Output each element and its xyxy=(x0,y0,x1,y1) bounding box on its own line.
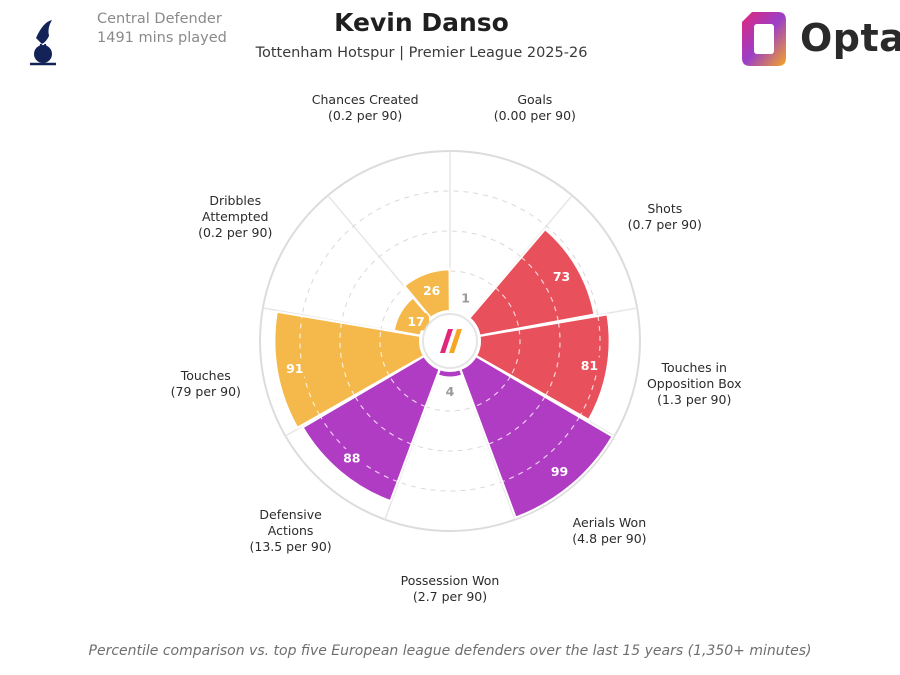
value-label: 73 xyxy=(553,269,570,284)
metric-label: Shots (0.7 per 90) xyxy=(628,201,702,232)
page-subtitle: Tottenham Hotspur | Premier League 2025-… xyxy=(255,45,588,61)
wedge-grid-ring xyxy=(502,416,580,483)
metric-label: Chances Created (0.2 per 90) xyxy=(312,92,419,123)
bar-shots xyxy=(468,227,596,337)
opta-mark-icon xyxy=(449,329,462,353)
bar-touches-in xyxy=(474,313,611,422)
value-badge xyxy=(546,462,573,481)
value-label: 88 xyxy=(343,451,360,466)
value-badge xyxy=(281,359,308,378)
value-badge xyxy=(338,449,365,468)
bar-defensive xyxy=(301,354,441,503)
wedge-grid-ring xyxy=(389,376,426,408)
bar-possession-won xyxy=(436,367,464,379)
value-badge xyxy=(418,281,445,300)
opta-logo: Opta xyxy=(736,8,900,72)
opta-mark-icon xyxy=(440,329,453,353)
center-badge xyxy=(422,313,478,369)
value-label: 17 xyxy=(407,314,424,329)
opta-logo-icon xyxy=(742,12,786,66)
minutes-played: 1491 mins played xyxy=(97,30,227,46)
metric-label: Defensive Actions (13.5 per 90) xyxy=(249,507,331,554)
value-label: 81 xyxy=(581,358,598,373)
value-label: 26 xyxy=(423,283,441,298)
page-title: Kevin Danso xyxy=(334,8,509,37)
metric-label: Goals (0.00 per 90) xyxy=(494,92,576,123)
player-meta: Central Defender 1491 mins played xyxy=(97,10,227,48)
title-block: Kevin Danso Tottenham Hotspur | Premier … xyxy=(0,6,843,61)
bar-touches xyxy=(273,310,426,430)
wedge-grid-ring xyxy=(474,376,511,408)
player-position: Central Defender xyxy=(97,11,222,27)
club-crest-icon xyxy=(30,20,56,66)
value-badge xyxy=(403,312,430,331)
wedge-grid-ring xyxy=(379,329,390,376)
metric-label: Possession Won (2.7 per 90) xyxy=(401,573,500,604)
value-label: 99 xyxy=(551,464,568,479)
metric-label: Touches in Opposition Box (1.3 per 90) xyxy=(647,360,742,407)
footnote: Percentile comparison vs. top five Europ… xyxy=(88,643,812,659)
metric-label: Aerials Won (4.8 per 90) xyxy=(572,515,646,546)
opta-wordmark: Opta xyxy=(800,16,900,60)
wedge-grid-ring xyxy=(494,287,520,329)
value-badge xyxy=(576,356,603,375)
metric-label: Dribbles Attempted (0.2 per 90) xyxy=(198,193,272,240)
metric-label: Touches (79 per 90) xyxy=(171,368,241,399)
value-label: 1 xyxy=(461,291,470,306)
value-badge xyxy=(548,267,575,286)
value-label: 4 xyxy=(446,384,455,399)
wedge-grid-ring xyxy=(510,329,521,376)
bar-aerials-won xyxy=(459,354,614,519)
value-label: 91 xyxy=(286,361,303,376)
